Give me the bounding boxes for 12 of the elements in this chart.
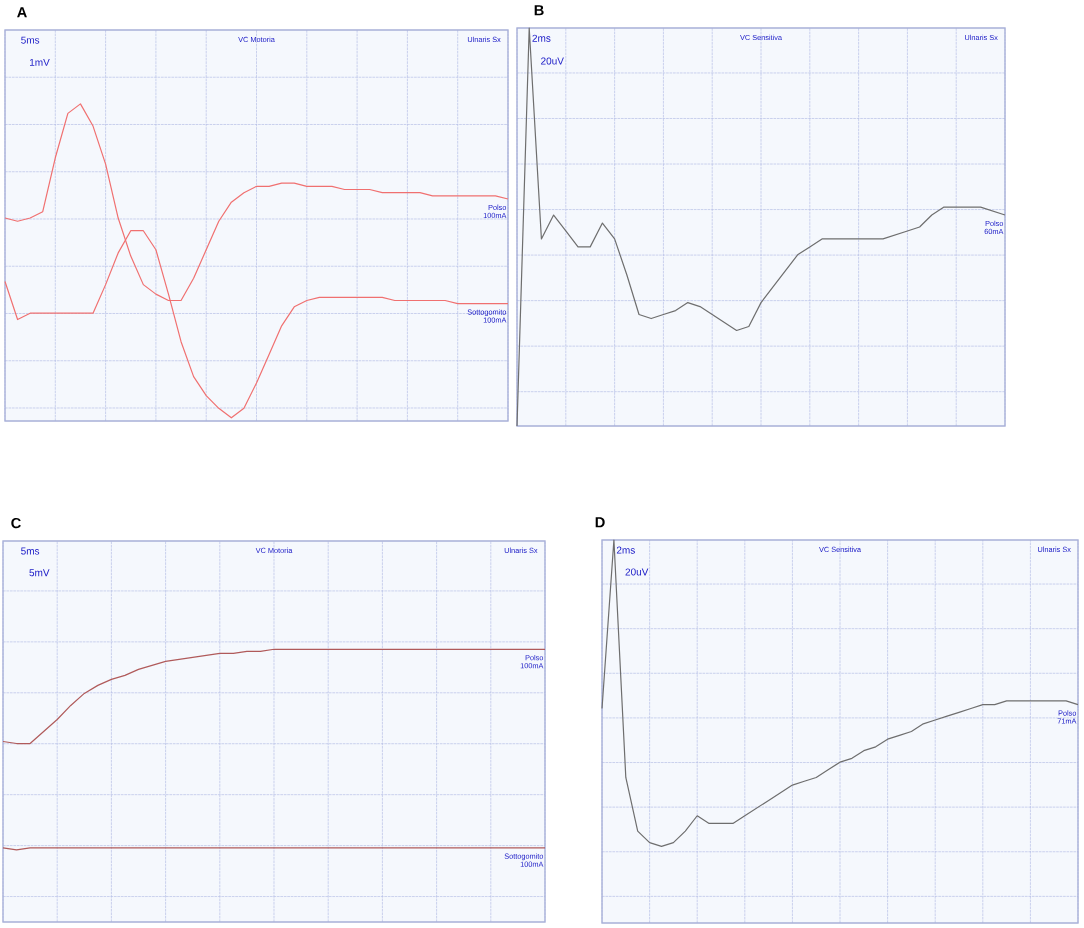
annotation: 2ms bbox=[532, 34, 551, 42]
chart-title: D bbox=[595, 517, 605, 528]
annotation: 20uV bbox=[625, 568, 649, 576]
chart-title: B bbox=[534, 5, 544, 16]
chart-title: A bbox=[17, 7, 27, 18]
text: 5ms bbox=[21, 547, 40, 555]
annotation: 20uV bbox=[541, 57, 564, 65]
text: 1mV bbox=[29, 58, 50, 66]
chart-title: C bbox=[11, 517, 21, 529]
annotation: 2ms bbox=[616, 546, 635, 554]
text: 5mV bbox=[29, 569, 50, 577]
text: 5ms bbox=[21, 36, 40, 44]
